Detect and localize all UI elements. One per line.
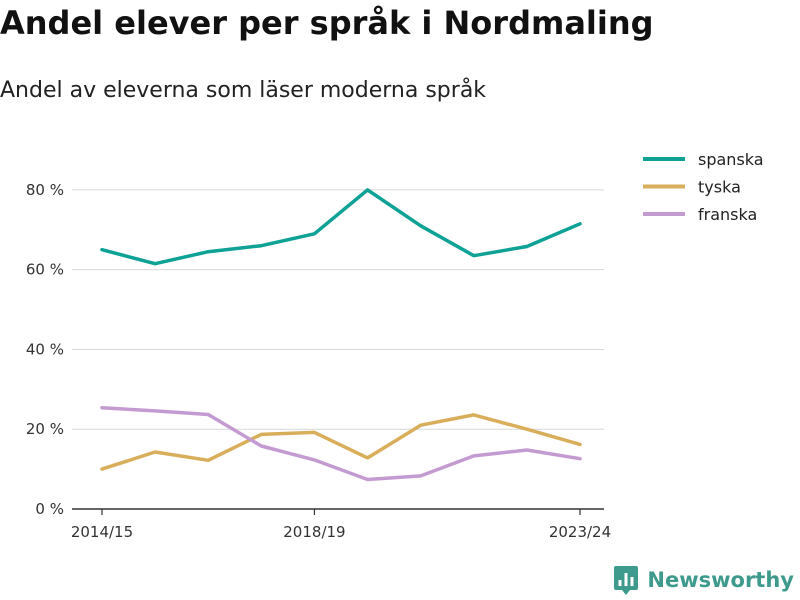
y-tick-label: 40 % bbox=[26, 340, 64, 358]
legend-label-spanska: spanska bbox=[698, 150, 764, 169]
brand-name: Newsworthy bbox=[647, 568, 794, 592]
y-tick-label: 20 % bbox=[26, 420, 64, 438]
x-tick-label: 2023/24 bbox=[549, 523, 611, 541]
y-tick-label: 60 % bbox=[26, 261, 64, 279]
series-line-franska bbox=[100, 405, 582, 482]
series-line-tyska bbox=[100, 413, 582, 471]
y-tick-label: 80 % bbox=[26, 181, 64, 199]
x-tick-label: 2018/19 bbox=[283, 523, 345, 541]
y-tick-label: 0 % bbox=[35, 500, 64, 518]
legend-label-tyska: tyska bbox=[698, 178, 741, 197]
chart-subtitle: Andel av eleverna som läser moderna språ… bbox=[0, 78, 487, 103]
x-tick-label: 2014/15 bbox=[71, 523, 133, 541]
series-line-spanska bbox=[100, 188, 582, 266]
chart-title: Andel elever per språk i Nordmaling bbox=[0, 4, 654, 42]
brand-logo: Newsworthy bbox=[613, 562, 794, 598]
bar-chart-badge-icon bbox=[614, 566, 639, 595]
legend-label-franska: franska bbox=[698, 205, 757, 224]
